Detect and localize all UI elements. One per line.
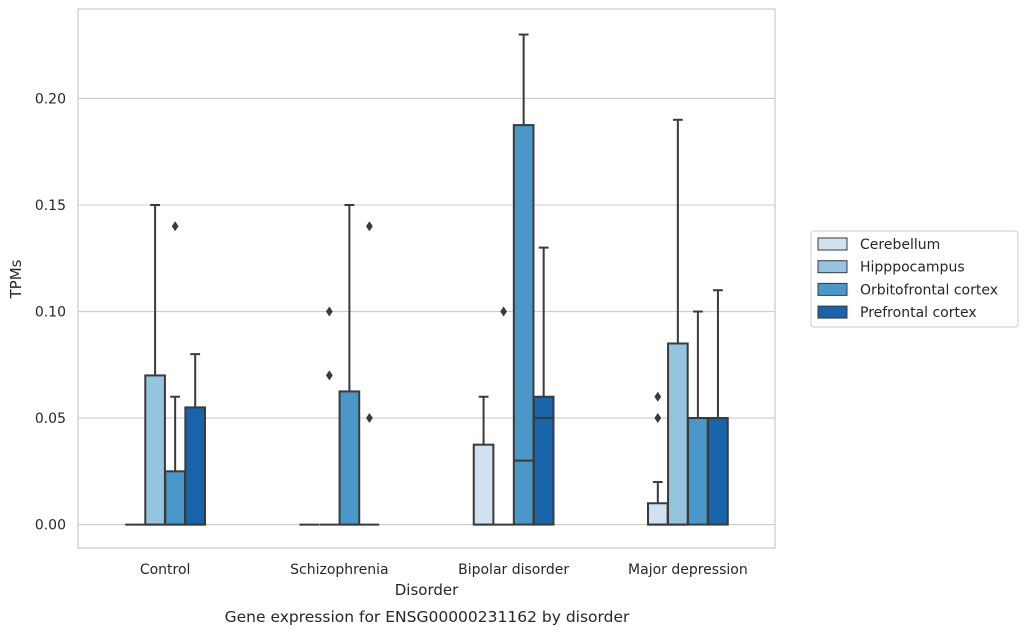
y-ticks: 0.00 0.05 0.10 0.15 0.20: [35, 91, 66, 533]
chart-caption: Gene expression for ENSG00000231162 by d…: [225, 608, 630, 626]
y-tick-label: 0.00: [35, 518, 66, 534]
outlier-point: [325, 370, 333, 381]
box: [184, 353, 207, 526]
x-tick-label: Major depression: [628, 562, 748, 578]
y-tick-label: 0.15: [35, 198, 66, 214]
box-body: [707, 417, 729, 526]
box-body: [687, 417, 709, 526]
legend-swatch: [817, 282, 848, 296]
legend-item: Hipppocampus: [817, 260, 965, 276]
y-tick-label: 0.05: [35, 411, 66, 427]
legend-label: Hipppocampus: [860, 260, 965, 276]
legend-item: Prefrontal cortex: [817, 305, 977, 321]
box: [512, 33, 535, 526]
box-body: [472, 443, 495, 526]
y-tick-label: 0.10: [35, 305, 66, 321]
box-body: [532, 395, 555, 526]
legend-item: Cerebellum: [817, 237, 940, 253]
outlier-point: [654, 391, 662, 402]
box-body: [164, 470, 186, 526]
outlier-point: [654, 413, 662, 424]
legend: Cerebellum Hipppocampus Orbitofrontal cort…: [810, 230, 1019, 328]
box-body: [184, 406, 207, 526]
series-group: [144, 118, 689, 526]
box-series: [125, 33, 729, 526]
legend-item: Orbitofrontal cortex: [817, 282, 998, 298]
x-ticks: Control Schizophrenia Bipolar disorder Majo…: [140, 562, 748, 578]
legend-label: Prefrontal cortex: [860, 305, 977, 321]
box: [164, 221, 186, 526]
box: [707, 289, 729, 526]
outlier-point: [366, 413, 373, 424]
box-body: [338, 390, 361, 526]
box-body: [512, 124, 535, 526]
legend-label: Orbitofrontal cortex: [860, 282, 998, 298]
series-group: [125, 391, 669, 526]
box: [359, 221, 380, 526]
box: [532, 246, 555, 526]
box: [472, 395, 495, 526]
series-group: [184, 221, 729, 526]
y-tick-label: 0.20: [35, 91, 66, 107]
x-tick-label: Bipolar disorder: [458, 562, 569, 578]
outlier-point: [325, 306, 333, 317]
legend-swatch: [817, 237, 848, 251]
box: [319, 306, 340, 526]
legend-swatch: [817, 305, 848, 319]
legend-swatch: [817, 260, 848, 274]
legend-label: Cerebellum: [860, 237, 940, 253]
x-tick-label: Schizophrenia: [290, 562, 388, 578]
x-axis-label: Disorder: [395, 581, 459, 599]
y-axis-label: TPMs: [7, 259, 25, 299]
box: [493, 306, 514, 526]
series-group: [164, 33, 709, 526]
box-body: [667, 342, 689, 526]
outlier-point: [171, 221, 179, 232]
box-body: [144, 374, 166, 526]
x-tick-label: Control: [140, 562, 191, 578]
box: [667, 118, 689, 526]
box-body: [646, 502, 669, 526]
box: [144, 204, 166, 526]
legend-frame: [810, 230, 1019, 328]
outlier-point: [366, 221, 373, 232]
box: [338, 204, 361, 526]
outlier-point: [500, 306, 508, 317]
